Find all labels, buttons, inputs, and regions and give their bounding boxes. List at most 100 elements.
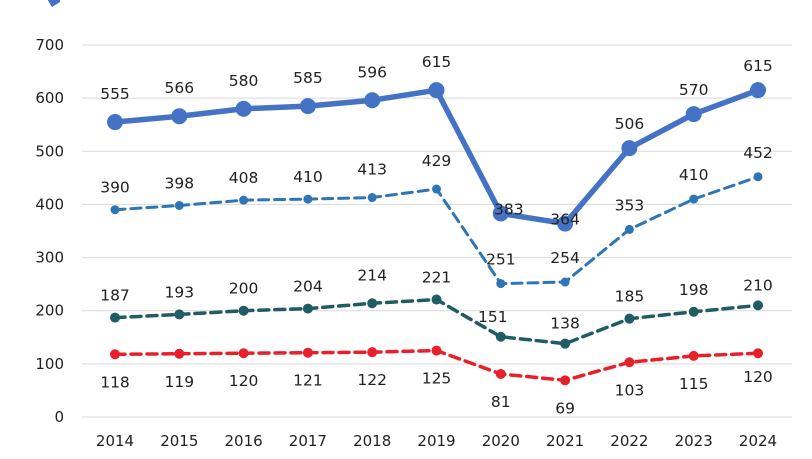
x-tick-label: 2016 xyxy=(225,432,263,450)
data-point xyxy=(621,140,638,157)
legend-marker-icon xyxy=(47,0,60,7)
data-label: 566 xyxy=(165,79,195,97)
data-point xyxy=(238,348,249,359)
y-axis-ticks: 0 100 200 300 400 500 600 700 xyxy=(35,36,64,426)
data-label: 398 xyxy=(165,174,195,192)
data-label: 185 xyxy=(615,288,645,306)
data-point xyxy=(110,205,120,215)
data-label: 580 xyxy=(229,72,259,90)
data-point xyxy=(624,224,634,234)
data-label: 506 xyxy=(615,115,645,133)
data-point xyxy=(367,298,378,309)
data-label: 120 xyxy=(743,368,773,386)
data-label: 138 xyxy=(550,315,580,333)
data-point xyxy=(367,193,377,203)
y-tick-label: 600 xyxy=(35,89,64,107)
data-point xyxy=(495,331,506,342)
data-point xyxy=(299,98,316,115)
x-tick-label: 2024 xyxy=(739,432,777,450)
data-point xyxy=(110,312,120,323)
data-label: 452 xyxy=(743,144,773,162)
y-tick-label: 100 xyxy=(35,355,64,373)
data-label: 118 xyxy=(100,373,130,391)
x-tick-label: 2015 xyxy=(160,432,198,450)
data-label: 120 xyxy=(229,372,259,390)
data-point xyxy=(174,309,185,320)
y-tick-label: 0 xyxy=(54,408,64,426)
data-label: 596 xyxy=(357,63,387,81)
y-tick-label: 400 xyxy=(35,195,64,213)
data-label: 125 xyxy=(422,370,452,388)
data-point xyxy=(560,338,571,349)
x-axis-ticks: 2014 2015 2016 2017 2018 2019 2020 2021 2022 2023… xyxy=(96,432,777,450)
x-tick-label: 2014 xyxy=(96,432,134,450)
data-label: 198 xyxy=(679,281,709,299)
data-label: 615 xyxy=(422,53,452,71)
data-point xyxy=(239,195,249,205)
data-point xyxy=(302,347,313,358)
data-label: 200 xyxy=(229,280,259,298)
data-label: 429 xyxy=(422,152,452,170)
data-point xyxy=(624,357,635,368)
data-label: 210 xyxy=(743,276,773,294)
data-label: 251 xyxy=(486,251,516,269)
data-label: 193 xyxy=(165,283,195,301)
data-label: 103 xyxy=(615,381,645,399)
data-point xyxy=(303,194,313,204)
data-point xyxy=(174,348,185,359)
data-point xyxy=(238,305,249,316)
data-label: 214 xyxy=(357,266,387,284)
data-point xyxy=(560,375,571,386)
data-label: 410 xyxy=(293,168,323,186)
series-points xyxy=(107,82,766,386)
data-label: 570 xyxy=(679,81,709,99)
data-point xyxy=(431,345,442,356)
data-point xyxy=(688,350,699,361)
data-point xyxy=(753,300,763,311)
data-point xyxy=(753,348,763,359)
data-point xyxy=(235,100,252,117)
data-label: 410 xyxy=(679,166,709,184)
data-point xyxy=(753,172,763,182)
data-label: 254 xyxy=(550,249,580,267)
x-tick-label: 2023 xyxy=(675,432,713,450)
x-tick-label: 2018 xyxy=(353,432,391,450)
data-label: 187 xyxy=(100,287,130,305)
data-point xyxy=(110,349,120,360)
data-label: 119 xyxy=(165,373,195,391)
data-label: 115 xyxy=(679,375,709,393)
data-point xyxy=(492,205,509,222)
data-point xyxy=(171,108,188,125)
x-tick-label: 2022 xyxy=(610,432,648,450)
data-label: 81 xyxy=(491,393,511,411)
data-label: 390 xyxy=(100,179,130,197)
data-label: 413 xyxy=(357,161,387,179)
y-tick-label: 700 xyxy=(35,36,64,54)
y-tick-label: 300 xyxy=(35,249,64,267)
data-label: 151 xyxy=(478,308,508,326)
data-label: 408 xyxy=(229,169,259,187)
data-label: 615 xyxy=(743,57,773,75)
data-point xyxy=(367,347,378,358)
x-tick-label: 2019 xyxy=(417,432,455,450)
data-point xyxy=(688,306,699,317)
data-point xyxy=(495,368,506,379)
data-point xyxy=(431,294,442,305)
data-point xyxy=(557,215,574,232)
data-point xyxy=(428,82,445,99)
grid-lines xyxy=(82,44,792,418)
data-point xyxy=(689,194,699,204)
x-tick-label: 2020 xyxy=(482,432,520,450)
data-label: 353 xyxy=(615,196,645,214)
data-point xyxy=(107,114,123,131)
data-point xyxy=(432,184,441,194)
data-point xyxy=(302,303,313,314)
data-point xyxy=(750,82,766,99)
data-label: 555 xyxy=(100,85,130,103)
data-label: 585 xyxy=(293,69,323,87)
series-line-2 xyxy=(113,297,760,346)
data-label: 383 xyxy=(494,200,524,218)
x-tick-label: 2017 xyxy=(289,432,327,450)
data-label: 204 xyxy=(293,278,323,296)
